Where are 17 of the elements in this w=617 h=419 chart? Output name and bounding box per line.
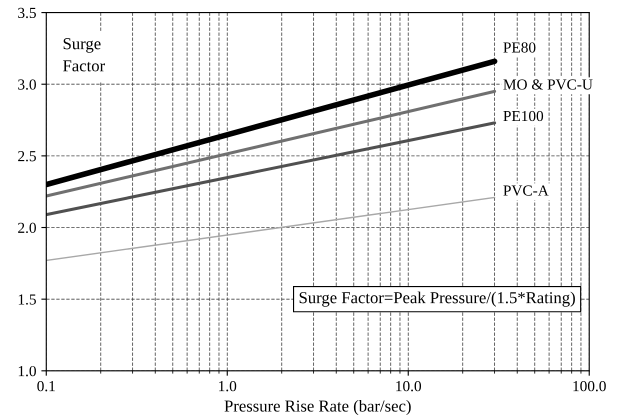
x-axis-title: Pressure Rise Rate (bar/sec) [224, 400, 411, 416]
series-label: MO & PVC-U [503, 79, 593, 90]
series-label: PE80 [503, 42, 536, 53]
x-tick-label: 0.1 [37, 380, 55, 392]
series-label: PVC-A [503, 185, 549, 196]
x-tick-label: 100.0 [573, 380, 606, 392]
y-tick-label: 1.0 [18, 366, 36, 376]
x-tick-label: 1.0 [219, 380, 236, 392]
annotation: Surge Factor=Peak Pressure/(1.5*Rating) [300, 292, 575, 307]
y-axis-title: Surge Factor [63, 38, 105, 72]
x-tick-label: 10.0 [396, 380, 422, 392]
series-label: PE100 [503, 110, 544, 122]
y-tick-label: 3.0 [18, 79, 36, 90]
y-tick-label: 3.5 [18, 8, 36, 18]
y-tick-label: 2.0 [18, 222, 36, 234]
y-tick-label: 2.5 [18, 151, 36, 162]
y-tick-label: 1.5 [18, 294, 36, 305]
